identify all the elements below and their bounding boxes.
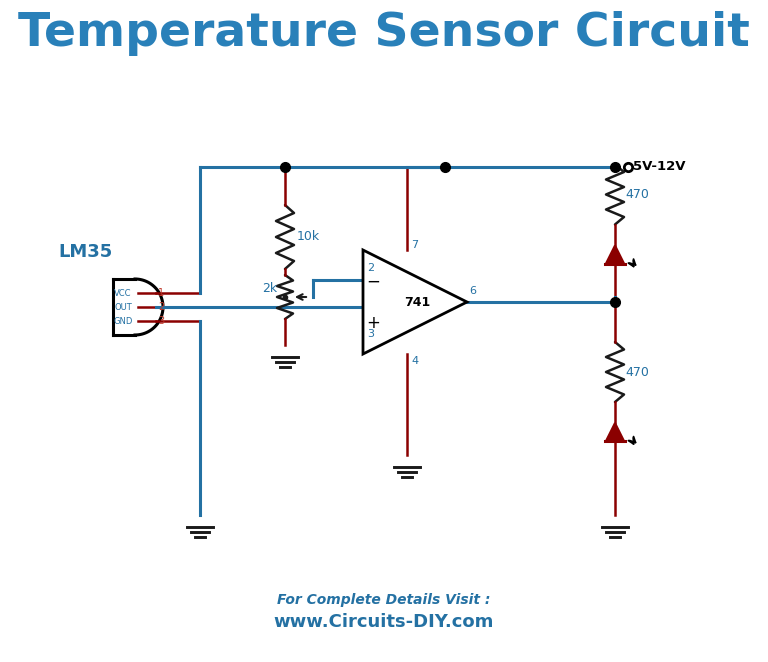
Polygon shape: [363, 250, 467, 354]
Text: GND: GND: [114, 316, 133, 326]
Text: 3: 3: [158, 316, 164, 326]
Text: OUT: OUT: [114, 303, 132, 312]
Polygon shape: [606, 246, 624, 263]
Text: Temperature Sensor Circuit: Temperature Sensor Circuit: [18, 11, 750, 56]
Polygon shape: [606, 423, 624, 441]
Text: 741: 741: [404, 295, 430, 308]
Text: 2k: 2k: [262, 283, 277, 295]
Text: 2: 2: [367, 263, 374, 273]
Text: +: +: [366, 314, 380, 332]
Text: 10k: 10k: [297, 230, 320, 244]
Text: 5V-12V: 5V-12V: [633, 160, 686, 173]
Text: 7: 7: [411, 240, 419, 250]
Text: 2: 2: [158, 302, 164, 312]
Text: 4: 4: [411, 356, 419, 366]
Text: www.Circuits-DIY.com: www.Circuits-DIY.com: [274, 613, 494, 631]
Text: For Complete Details Visit :: For Complete Details Visit :: [277, 593, 491, 607]
Text: 6: 6: [469, 286, 476, 296]
Text: 470: 470: [625, 365, 649, 379]
Text: 3: 3: [367, 329, 374, 339]
Text: 1: 1: [158, 288, 164, 298]
Text: VCC: VCC: [114, 289, 132, 297]
Text: −: −: [366, 272, 380, 290]
Text: 470: 470: [625, 188, 649, 201]
Text: LM35: LM35: [58, 243, 112, 261]
